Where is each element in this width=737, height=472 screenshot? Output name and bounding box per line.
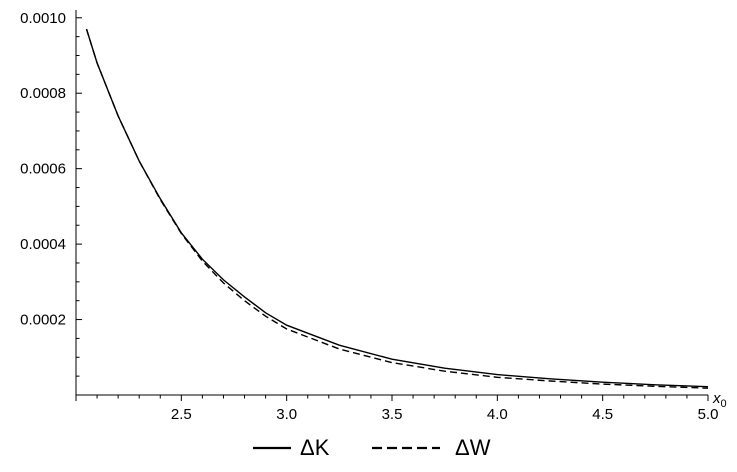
- x-axis-label: x0: [712, 390, 727, 410]
- x-tick-label: 3.0: [276, 406, 297, 423]
- axes: [75, 10, 708, 396]
- x-axis-ticks: 2.5 3.0 3.5 4.0 4.5 5.0: [75, 395, 719, 423]
- series-layer: [85, 28, 709, 389]
- series-line-delta-k: [85, 28, 709, 388]
- x-tick-label: 4.5: [592, 406, 613, 423]
- series-line-delta-w: [85, 28, 709, 389]
- y-tick-label: 0.0006: [20, 161, 66, 178]
- x-tick-label: 5.0: [698, 406, 719, 423]
- legend: ΔK ΔW: [253, 435, 491, 460]
- y-tick-label: 0.0002: [20, 312, 66, 329]
- x-axis-label-subscript: 0: [721, 398, 727, 410]
- y-tick-label: 0.0008: [20, 85, 66, 102]
- x-tick-label: 4.0: [487, 406, 508, 423]
- x-tick-label: 3.5: [382, 406, 403, 423]
- y-tick-label: 0.0010: [20, 10, 66, 27]
- legend-label-delta-k: ΔK: [300, 435, 330, 460]
- x-axis-label-main: x: [712, 390, 721, 407]
- x-tick-label: 2.5: [171, 406, 192, 423]
- y-axis-ticks: 0.0002 0.0004 0.0006 0.0008 0.0010: [20, 10, 82, 377]
- y-tick-label: 0.0004: [20, 236, 66, 253]
- legend-label-delta-w: ΔW: [455, 435, 491, 460]
